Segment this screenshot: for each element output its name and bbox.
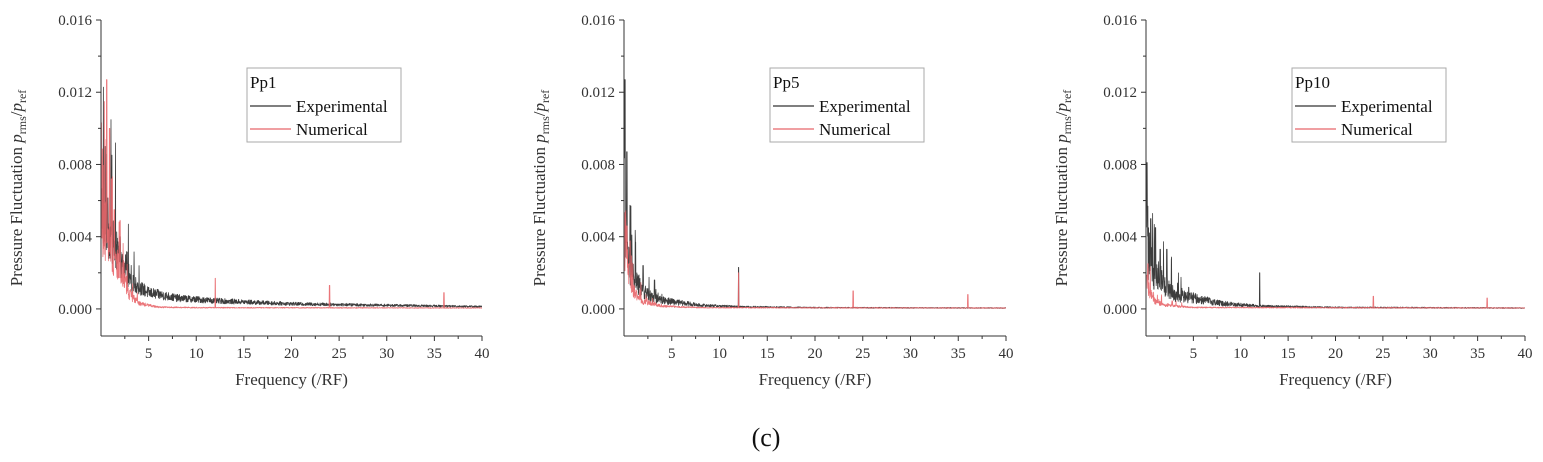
- legend-box: [246, 67, 402, 143]
- y-axis-title-ylabel-sub1: rms: [1060, 116, 1074, 134]
- x-axis-title: Frequency (/RF): [759, 370, 872, 389]
- chart-panel-pp5: 0.000 0.004 0.008 0.012 0.016 5 10 15 20 25 30 35 40…: [530, 13, 1014, 389]
- x-tick-label: 20: [1328, 346, 1343, 362]
- x-tick-label: 30: [903, 346, 918, 362]
- x-tick-label: 35: [427, 346, 442, 362]
- series-line-experimental: [1146, 162, 1525, 309]
- series-line-numerical: [101, 79, 482, 309]
- x-tick-label: 20: [284, 346, 299, 362]
- y-axis-title-ylabel-slash: /: [7, 111, 26, 116]
- x-tick-label: 15: [760, 346, 775, 362]
- x-tick-label: 35: [1470, 346, 1485, 362]
- y-axis-title-ylabel-p2: p: [7, 103, 26, 113]
- y-axis-title-ylabel-sub1: rms: [538, 116, 552, 134]
- y-axis-title-ylabel-main: Pressure Fluctuation: [1052, 143, 1071, 287]
- legend-title: Pp5: [773, 73, 799, 92]
- x-tick-label: 40: [999, 346, 1014, 362]
- x-tick-label: 5: [1190, 346, 1198, 362]
- x-tick-label: 40: [475, 346, 490, 362]
- y-tick-label: 0.016: [581, 13, 615, 29]
- x-axis-title: Frequency (/RF): [235, 370, 348, 389]
- legend-label-experimental: Experimental: [1341, 97, 1433, 116]
- legend-label-experimental: Experimental: [819, 97, 911, 116]
- x-tick-label: 15: [236, 346, 251, 362]
- legend-title: Pp10: [1295, 73, 1330, 92]
- x-tick-label: 25: [855, 346, 870, 362]
- y-axis-title-ylabel-p1: p: [7, 134, 26, 144]
- legend-label-numerical: Numerical: [819, 120, 891, 139]
- y-axis-title-ylabel-slash: /: [1052, 111, 1071, 116]
- y-tick-label: 0.008: [581, 157, 615, 173]
- y-axis-title-ylabel-main: Pressure Fluctuation: [7, 143, 26, 287]
- y-axis-title-ylabel-p1: p: [530, 134, 549, 144]
- legend-label-numerical: Numerical: [296, 120, 368, 139]
- y-axis-title-ylabel-sub2: ref: [538, 90, 552, 103]
- y-tick-label: 0.004: [1103, 230, 1137, 246]
- chart-panel-pp10: 0.000 0.004 0.008 0.012 0.016 5 10 15 20 25 30 35 40…: [1052, 13, 1533, 389]
- y-tick-label: 0.008: [58, 157, 92, 173]
- y-tick-label: 0.012: [58, 85, 92, 101]
- x-tick-label: 10: [189, 346, 204, 362]
- series-line-numerical: [624, 210, 1006, 309]
- y-tick-label: 0.012: [1103, 85, 1137, 101]
- legend-title: Pp1: [250, 73, 276, 92]
- legend-label-experimental: Experimental: [296, 97, 388, 116]
- x-tick-label: 30: [1423, 346, 1438, 362]
- x-tick-label: 20: [808, 346, 823, 362]
- series-line-experimental: [101, 86, 482, 308]
- legend-label-numerical: Numerical: [1341, 120, 1413, 139]
- y-tick-label: 0.016: [1103, 13, 1137, 29]
- y-tick-label: 0.008: [1103, 157, 1137, 173]
- y-tick-label: 0.004: [58, 230, 92, 246]
- x-tick-label: 5: [668, 346, 676, 362]
- x-tick-label: 5: [145, 346, 153, 362]
- y-axis-title-ylabel-sub1: rms: [15, 116, 29, 134]
- figure-caption: (c): [752, 423, 781, 452]
- legend-box: [769, 67, 925, 143]
- chart-panel-pp1: 0.000 0.004 0.008 0.012 0.016 5 10 15 20 25 30 35 40…: [7, 13, 490, 389]
- y-tick-label: 0.000: [58, 302, 92, 318]
- plot-area: [101, 79, 482, 309]
- y-axis-title-ylabel-p1: p: [1052, 134, 1071, 144]
- x-tick-label: 40: [1518, 346, 1533, 362]
- legend-box: [1291, 67, 1447, 143]
- x-tick-label: 10: [1233, 346, 1248, 362]
- x-axis-title: Frequency (/RF): [1279, 370, 1392, 389]
- plot-area: [624, 79, 1006, 309]
- legend: Pp1 Experimental Numerical: [246, 67, 402, 143]
- y-axis-title-ylabel-sub2: ref: [15, 90, 29, 103]
- x-tick-label: 15: [1281, 346, 1296, 362]
- y-axis-title-ylabel-p2: p: [1052, 103, 1071, 113]
- y-axis-title-ylabel-sub2: ref: [1060, 90, 1074, 103]
- x-tick-label: 35: [951, 346, 966, 362]
- y-tick-label: 0.000: [1103, 302, 1137, 318]
- x-tick-label: 25: [1375, 346, 1390, 362]
- y-axis-title-ylabel-slash: /: [530, 111, 549, 116]
- y-axis-title: Pressure Fluctuation prms/pref: [530, 90, 552, 287]
- y-axis-title-ylabel-p2: p: [530, 103, 549, 113]
- y-tick-label: 0.012: [581, 85, 615, 101]
- legend: Pp10 Experimental Numerical: [1291, 67, 1447, 143]
- x-tick-label: 10: [712, 346, 727, 362]
- y-tick-label: 0.016: [58, 13, 92, 29]
- y-axis-title: Pressure Fluctuation prms/pref: [7, 90, 29, 287]
- legend: Pp5 Experimental Numerical: [769, 67, 925, 143]
- y-axis-title-ylabel-main: Pressure Fluctuation: [530, 143, 549, 287]
- y-tick-label: 0.000: [581, 302, 615, 318]
- y-tick-label: 0.004: [581, 230, 615, 246]
- x-tick-label: 30: [379, 346, 394, 362]
- y-axis-title: Pressure Fluctuation prms/pref: [1052, 90, 1074, 287]
- series-line-numerical: [1146, 263, 1525, 309]
- x-tick-label: 25: [332, 346, 347, 362]
- plot-area: [1146, 162, 1525, 309]
